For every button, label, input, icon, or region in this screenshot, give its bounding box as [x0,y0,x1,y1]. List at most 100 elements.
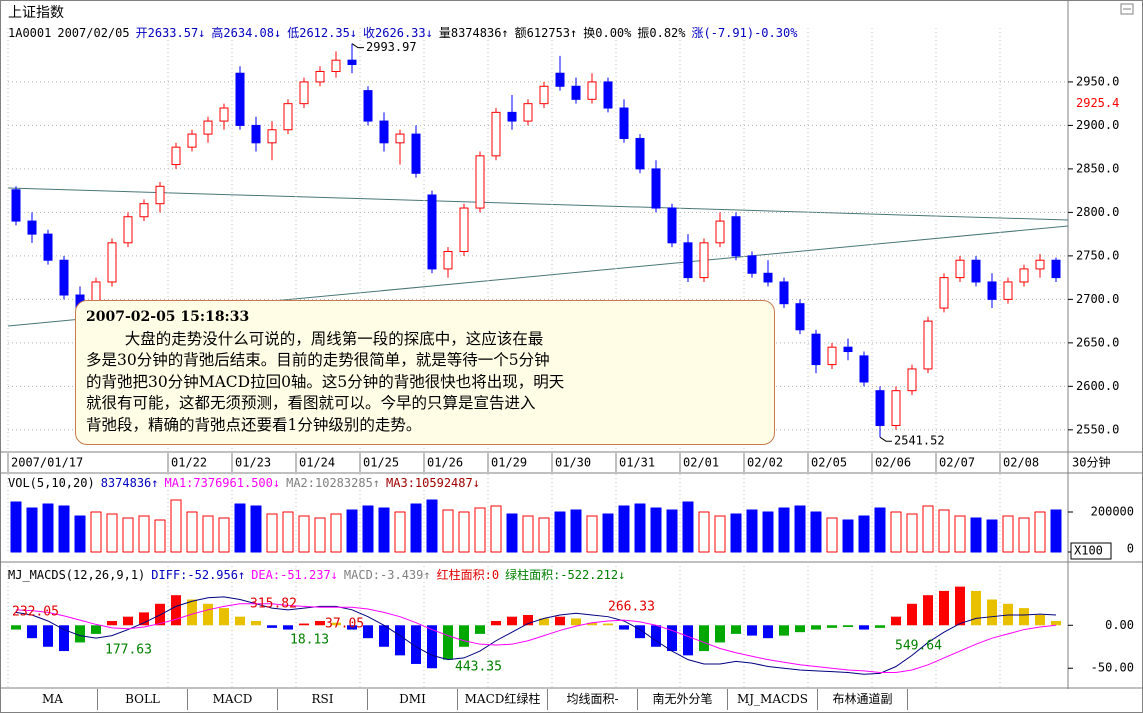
x-tick-label: 02/06 [875,456,911,470]
tab[interactable]: MACD红绿柱 [458,689,548,710]
macd-bar [475,625,485,634]
area-label: 443.35 [455,660,502,675]
y-tick-label: 200000 [1091,505,1134,519]
volume-bar [906,513,918,553]
macd-bar [331,622,341,626]
candle-body [27,220,37,235]
volume-bar [346,509,358,553]
candle-body [923,320,933,370]
candle-body [315,70,325,83]
volume-bar [186,511,198,553]
candle-body [651,168,661,209]
candle-body [475,155,485,209]
tab[interactable]: 均线面积- [548,689,638,710]
candle-body [987,281,997,300]
candle-body [571,85,581,100]
tab[interactable]: 布林通道副 [818,689,908,710]
macd-bar [203,603,213,626]
last-value: 2925.4 [1076,96,1119,110]
volume-bar [874,507,886,553]
candle-body [523,103,533,122]
macd-bar [267,625,277,628]
tab[interactable]: BOLL [98,689,188,710]
y-tick-label: 2600.0 [1076,379,1119,393]
candle-body [235,72,245,126]
candle-body [43,233,53,261]
volume-bar [890,511,902,553]
x-tick-label: 02/08 [1003,456,1039,470]
candle-body [187,133,197,148]
tab[interactable]: DMI [368,689,458,710]
volume-bar [1034,511,1046,553]
candle-body [555,72,565,87]
volume-bar [234,503,246,553]
candle-body [763,272,773,283]
y-tick-label: 2650.0 [1076,335,1119,349]
volume-bar [666,509,678,553]
tab[interactable]: MJ_MACDS [728,689,818,710]
macd-bar [171,595,181,626]
area-label: 177.63 [105,643,152,658]
macd-header: MJ_MACDS(12,26,9,1) DIFF:-52.956↑ DEA:-51.… [8,566,631,583]
info-field: 收2626.33↓ [363,26,433,40]
macd-bar [43,625,53,647]
candle-body [603,81,613,109]
volume-bar [794,505,806,553]
volume-bar [426,499,438,553]
legend-text: MACD:-3.439↑ [343,568,431,582]
info-field: 换0.00% [583,26,632,40]
volume-bar [442,509,454,553]
macd-bar [1035,614,1045,626]
area-label: 266.33 [608,600,655,615]
candle-body [907,368,917,392]
tab[interactable]: RSI [278,689,368,710]
candle-body [443,251,453,270]
volume-bar [762,511,774,553]
window-icon[interactable] [1120,3,1134,15]
volume-bar [26,507,38,553]
area-label: 549.64 [895,639,942,654]
macd-bar [59,625,69,652]
tab[interactable]: 南无外分笔 [638,689,728,710]
volume-bar [154,519,166,553]
macd-bar [779,625,789,636]
macd-bar [923,595,933,626]
volume-header: VOL(5,10,20) 8374836↑ MA1:7376961.500↓ MA2:… [8,476,486,490]
macd-bar [107,620,117,626]
candle-body [1003,281,1013,300]
annotation-leader [879,436,892,442]
info-field: 开2633.57↓ [135,26,206,40]
y-tick-label: 0 [1127,542,1134,556]
macd-bar [299,623,309,626]
volume-bar [1018,517,1030,553]
volume-bar [506,513,518,553]
volume-bar [58,505,70,553]
tab[interactable]: MACD [188,689,278,710]
volume-bar [554,511,566,553]
macd-bar [363,625,373,639]
tab[interactable]: MA [8,689,98,710]
area-label: 37.05 [325,617,364,632]
legend-text: MA3:10592487↓ [386,476,480,490]
candle-body [635,137,645,170]
macd-line [15,596,1057,675]
x-tick-label: 01/23 [235,456,271,470]
macd-bar [987,599,997,626]
note-line: 多是30分钟的背弛后结束。目前的走势很简单，就是等待一个5分钟 [86,351,550,369]
macd-bar [379,625,389,647]
info-line: 1A0001 2007/02/05 开2633.57↓ 高2634.08↓ 低2612.… [8,24,803,41]
macd-bar [955,586,965,626]
candle-body [459,207,469,253]
volume-bar [42,503,54,553]
area-label: 232.05 [12,605,59,620]
candle-body [699,242,709,279]
candle-body [395,133,405,144]
candle-body [779,281,789,305]
candle-body [347,59,357,66]
x-tick-label: 01/24 [299,456,335,470]
volume-bar [394,511,406,553]
trend-line [7,187,1069,221]
candle-body [1051,259,1061,279]
tab-bar: MA BOLL MACD RSI DMI MACD红绿柱 均线面积- 南无外分笔 MJ_MACD… [8,689,908,710]
candle-body [331,59,341,72]
